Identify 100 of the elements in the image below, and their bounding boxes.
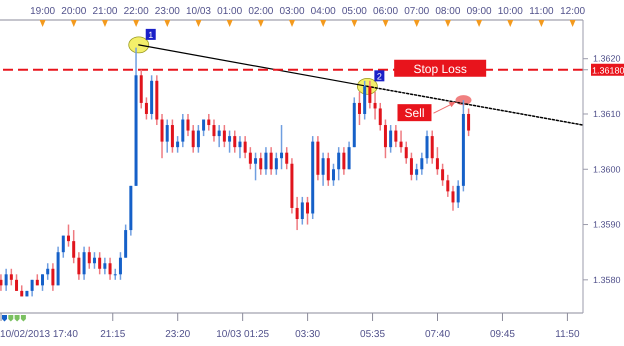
candlestick xyxy=(358,91,361,126)
candlestick xyxy=(30,279,34,298)
x-tick-label: 03:30 xyxy=(295,329,321,340)
y-tick-label: 1.3620 xyxy=(593,54,621,64)
candlestick xyxy=(400,130,403,154)
candlestick xyxy=(337,146,340,182)
candlestick xyxy=(233,130,236,154)
x-tick-label: 23:20 xyxy=(165,329,191,340)
candlestick xyxy=(452,185,454,212)
candlestick xyxy=(378,102,382,132)
x2-tick-label: 22:00 xyxy=(124,6,150,17)
candlestick xyxy=(186,113,190,137)
y-tick-label: 1.3580 xyxy=(593,274,621,285)
annotation: Sell xyxy=(404,106,424,120)
candlestick xyxy=(114,268,117,281)
candlestick xyxy=(296,196,299,231)
x-tick-label: 10/02/2013 17:40 xyxy=(0,329,78,340)
candlestick xyxy=(170,118,174,154)
x2-tick-label: 20:00 xyxy=(61,6,87,17)
candlestick xyxy=(280,124,284,170)
candlestick xyxy=(66,224,70,248)
x2-tick-label: 23:00 xyxy=(154,6,180,17)
candlestick xyxy=(446,174,450,198)
x2-tick-label: 08:00 xyxy=(435,6,461,17)
candlestick xyxy=(46,262,50,281)
candlestick xyxy=(348,140,351,170)
x2-tick-label: 05:00 xyxy=(342,6,368,17)
x-tick-label: 09:45 xyxy=(490,329,516,340)
candlestick xyxy=(192,124,195,154)
candlestick xyxy=(144,96,148,120)
y-tick-label: 1.3610 xyxy=(593,108,621,119)
candlestick xyxy=(118,251,122,281)
x2-tick-label: 11:00 xyxy=(529,6,554,17)
candlestick xyxy=(430,130,434,164)
candlestick xyxy=(248,146,252,170)
annotation: 1 xyxy=(148,30,154,40)
candlestick xyxy=(456,180,460,209)
candlestick xyxy=(420,152,424,176)
candlestick xyxy=(238,135,242,159)
candlestick xyxy=(20,284,24,298)
candlestick xyxy=(426,130,429,164)
candlestick xyxy=(436,146,439,176)
x2-tick-label: 03:00 xyxy=(280,6,305,17)
candlestick xyxy=(176,135,180,154)
candlestick xyxy=(259,152,262,176)
candlestick xyxy=(202,118,206,137)
candlestick xyxy=(212,118,216,142)
x-tick-label: 05:35 xyxy=(360,329,386,340)
candlestick xyxy=(36,274,39,286)
x2-tick-label: 07:00 xyxy=(404,6,430,17)
x2-tick-label: 04:00 xyxy=(310,6,336,17)
x2-tick-label: 02:00 xyxy=(248,6,274,17)
candlestick xyxy=(326,152,330,187)
candlestick xyxy=(306,196,310,226)
candlestick xyxy=(384,118,387,159)
x2-tick-label: 12:00 xyxy=(560,6,586,17)
x-tick-label: 21:15 xyxy=(100,329,126,340)
candlestick xyxy=(222,124,226,148)
candlestick xyxy=(244,135,247,159)
candlestick xyxy=(98,251,102,276)
candlestick xyxy=(389,124,392,154)
candlestick xyxy=(274,152,278,176)
candlestick xyxy=(196,124,200,154)
x-tick-label: 11:50 xyxy=(555,329,580,340)
x2-tick-label: 10/03 xyxy=(186,6,212,17)
candlestick xyxy=(374,91,377,120)
candlestick xyxy=(166,118,169,154)
x2-tick-label: 01:00 xyxy=(217,6,243,17)
candlestick xyxy=(72,229,76,264)
x2-tick-label: 09:00 xyxy=(466,6,492,17)
candlestick xyxy=(467,108,470,137)
x-tick-label: 10/03 01:25 xyxy=(216,329,270,340)
candlestick xyxy=(41,274,44,292)
candlestick xyxy=(300,196,304,226)
candlestick xyxy=(88,246,91,270)
x2-tick-label: 19:00 xyxy=(30,6,56,17)
candlestick xyxy=(4,268,8,292)
candlestick xyxy=(218,124,221,148)
annotation: 2 xyxy=(376,71,382,82)
candlestick xyxy=(270,146,273,176)
candlestick xyxy=(254,152,258,182)
candlestick xyxy=(285,146,288,170)
candlestick xyxy=(108,256,112,281)
candlestick xyxy=(92,251,96,270)
candlestick xyxy=(10,268,13,286)
candlestick xyxy=(181,113,184,148)
candlestick xyxy=(103,256,106,276)
candlestick xyxy=(404,140,408,164)
candlestick xyxy=(415,162,418,182)
x2-tick-label: 06:00 xyxy=(373,6,398,17)
candlestick xyxy=(51,262,54,292)
candlestick xyxy=(62,234,65,258)
candlestick xyxy=(322,152,325,187)
candlestick xyxy=(207,113,210,132)
y-tick-label: 1.3600 xyxy=(593,164,621,174)
candlestick xyxy=(82,246,86,281)
candlestick xyxy=(441,162,444,187)
candlestick xyxy=(77,251,80,281)
x-tick-label: 07:40 xyxy=(424,329,450,340)
candlestick xyxy=(15,274,18,292)
